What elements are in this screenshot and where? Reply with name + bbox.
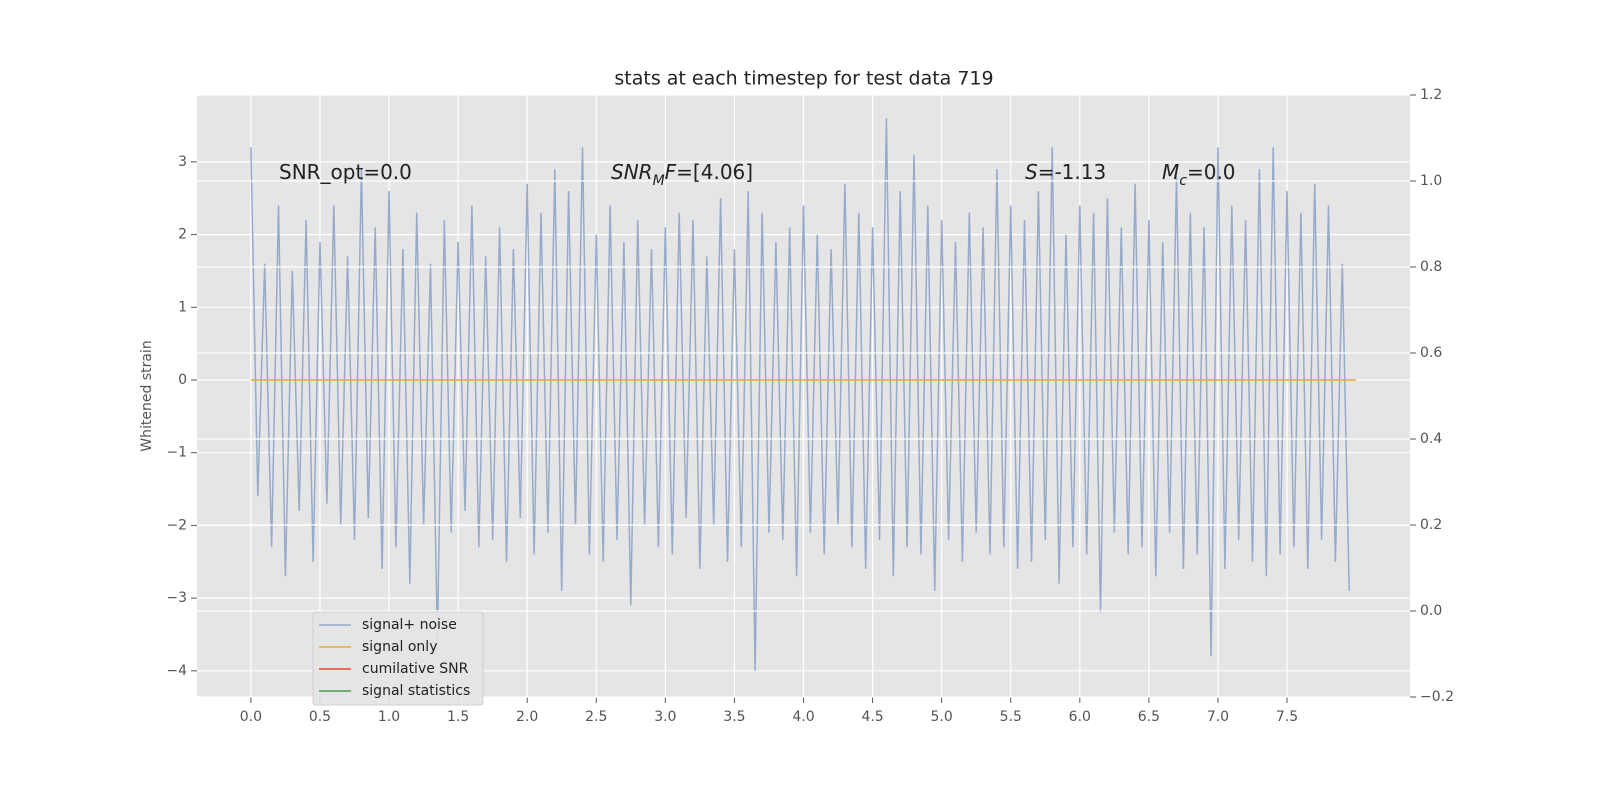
annotation-part: M [1162, 160, 1179, 184]
y-tick-label: 2 [178, 227, 187, 243]
y2-tick-label: 0.0 [1420, 603, 1442, 619]
annotation-part: M [653, 173, 665, 189]
x-tick-label: 2.5 [585, 709, 607, 725]
y2-tick-label: −0.2 [1420, 689, 1454, 705]
annotation-part: SNR_opt=0.0 [279, 160, 412, 184]
chart-title: stats at each timestep for test data 719 [614, 68, 993, 90]
y-tick-label: 1 [178, 299, 187, 315]
y-tick-label: −2 [166, 517, 187, 533]
x-tick-label: 4.5 [861, 709, 883, 725]
y2-tick-label: 0.2 [1420, 517, 1442, 533]
x-tick-label: 5.5 [1000, 709, 1022, 725]
annotation-part: c [1179, 173, 1187, 189]
y2-tick-label: 0.8 [1420, 259, 1442, 275]
x-tick-label: 0.5 [309, 709, 331, 725]
legend-label: signal only [362, 639, 437, 655]
annotation-part: =-1.13 [1038, 160, 1107, 184]
x-tick-label: 1.0 [378, 709, 400, 725]
annotation-part: F [665, 160, 677, 184]
y-axis-label: Whitened strain [139, 340, 155, 451]
annotation-part: =[4.06] [676, 160, 753, 184]
annotation: S=-1.13 [1025, 160, 1106, 184]
y2-tick-label: 0.4 [1420, 431, 1442, 447]
x-tick-label: 3.5 [723, 709, 745, 725]
y-tick-label: 0 [178, 372, 187, 388]
y-tick-label: −1 [166, 445, 187, 461]
annotation: Mc=0.0 [1162, 160, 1236, 190]
y-tick-label: −4 [166, 663, 187, 679]
legend-label: cumilative SNR [362, 661, 469, 677]
annotation: SNR_opt=0.0 [279, 160, 412, 184]
legend-box [312, 611, 484, 706]
y2-tick-label: 1.0 [1420, 173, 1442, 189]
y-tick-label: −3 [166, 590, 187, 606]
x-tick-label: 7.0 [1207, 709, 1229, 725]
x-tick-label: 5.0 [931, 709, 953, 725]
x-tick-label: 3.0 [654, 709, 676, 725]
x-tick-label: 7.5 [1276, 709, 1298, 725]
x-tick-label: 4.0 [792, 709, 814, 725]
y2-tick-label: 0.6 [1420, 345, 1442, 361]
series-line [250, 118, 1350, 671]
x-tick-label: 6.5 [1138, 709, 1160, 725]
y-tick-label: 3 [178, 154, 187, 170]
legend-label: signal statistics [362, 683, 470, 699]
annotation-part: SNR [611, 160, 653, 184]
x-tick-label: 1.5 [447, 709, 469, 725]
annotation-part: =0.0 [1187, 160, 1236, 184]
x-tick-label: 2.0 [516, 709, 538, 725]
legend-label: signal+ noise [362, 617, 457, 633]
annotation: SNRMF=[4.06] [611, 160, 753, 190]
annotation-part: S [1025, 160, 1038, 184]
x-tick-label: 6.0 [1069, 709, 1091, 725]
y2-tick-label: 1.2 [1420, 87, 1442, 103]
x-tick-label: 0.0 [240, 709, 262, 725]
